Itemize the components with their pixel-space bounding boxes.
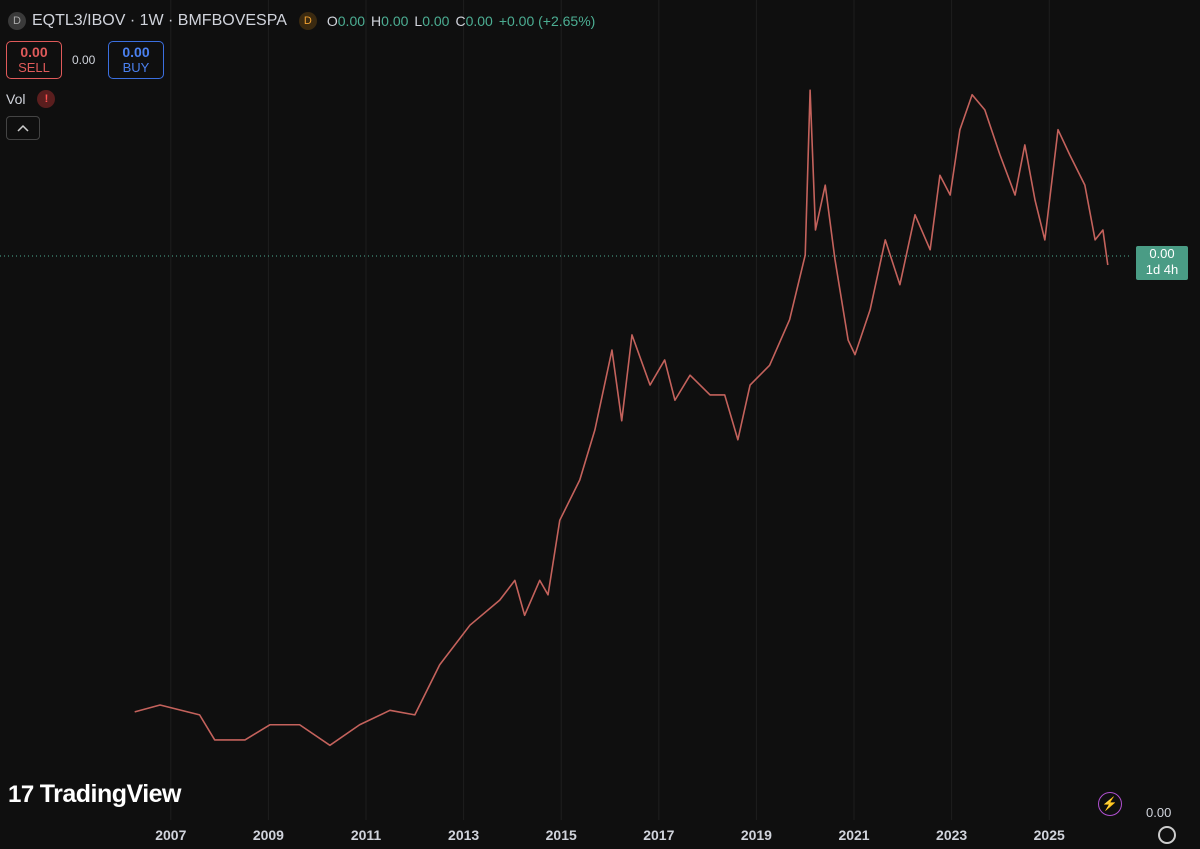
- spread: 0.00: [72, 53, 96, 67]
- ohlc-c: C0.00: [455, 13, 492, 29]
- sell-label: SELL: [18, 60, 50, 75]
- x-tick-label: 2009: [253, 827, 284, 843]
- logo-text: TradingView: [39, 780, 182, 808]
- buy-label: BUY: [122, 60, 150, 75]
- ohlc-value: 0.00: [381, 13, 409, 29]
- x-tick-label: 2015: [546, 827, 577, 843]
- price-label: 0.00 1d 4h: [1136, 246, 1188, 280]
- lightning-button[interactable]: ⚡: [1098, 792, 1122, 816]
- price-value: 0.00: [1149, 246, 1175, 261]
- ohlc-value: 0.00: [337, 13, 366, 29]
- ohlc-o: O0.00: [327, 13, 365, 29]
- symbol-icon[interactable]: D: [8, 12, 26, 30]
- chevron: [17, 124, 29, 132]
- price-series: [134, 89, 1109, 747]
- scale-value: 0.00: [1146, 805, 1172, 820]
- ohlc-label: H: [371, 13, 382, 29]
- volume-label: Vol: [6, 91, 26, 107]
- ohlc-label: L: [414, 13, 423, 29]
- countdown: 1d 4h: [1145, 262, 1179, 277]
- data-badge[interactable]: D: [298, 12, 317, 30]
- x-tick-label: 2017: [643, 827, 674, 843]
- logo: 17 TradingView: [8, 780, 182, 809]
- x-tick-label: 2023: [936, 827, 967, 843]
- ohlc-value: 0.00: [465, 13, 493, 29]
- ohlc-label: C: [455, 13, 466, 29]
- warning-icon[interactable]: !: [37, 90, 56, 108]
- x-tick-label: 2019: [741, 827, 772, 843]
- ohlc-l: L0.00: [414, 13, 449, 29]
- sell-price: 0.00: [20, 44, 48, 60]
- symbol[interactable]: EQTL3/IBOV · 1W · BMFBOVESPA: [32, 12, 287, 29]
- buy-price: 0.00: [122, 44, 150, 60]
- header: D EQTL3/IBOV · 1W · BMFBOVESPA D O0.00 H…: [8, 12, 595, 30]
- volume-row: Vol !: [6, 90, 56, 108]
- sell-button[interactable]: 0.00 SELL: [6, 41, 62, 79]
- x-tick-label: 2007: [155, 827, 186, 843]
- change: +0.00 (+2.65%): [498, 13, 596, 29]
- x-tick-label: 2013: [448, 827, 479, 843]
- ohlc-h: H0.00: [371, 13, 408, 29]
- settings-button[interactable]: [1158, 826, 1176, 844]
- x-tick-label: 2011: [351, 827, 382, 843]
- ohlc-value: 0.00: [422, 13, 450, 29]
- collapse-button[interactable]: [6, 116, 40, 140]
- logo-mark: 17: [8, 781, 34, 808]
- x-tick-label: 2021: [838, 827, 869, 843]
- x-tick-label: 2025: [1034, 827, 1065, 843]
- ohlc-label: O: [326, 13, 338, 29]
- buy-button[interactable]: 0.00 BUY: [108, 41, 164, 79]
